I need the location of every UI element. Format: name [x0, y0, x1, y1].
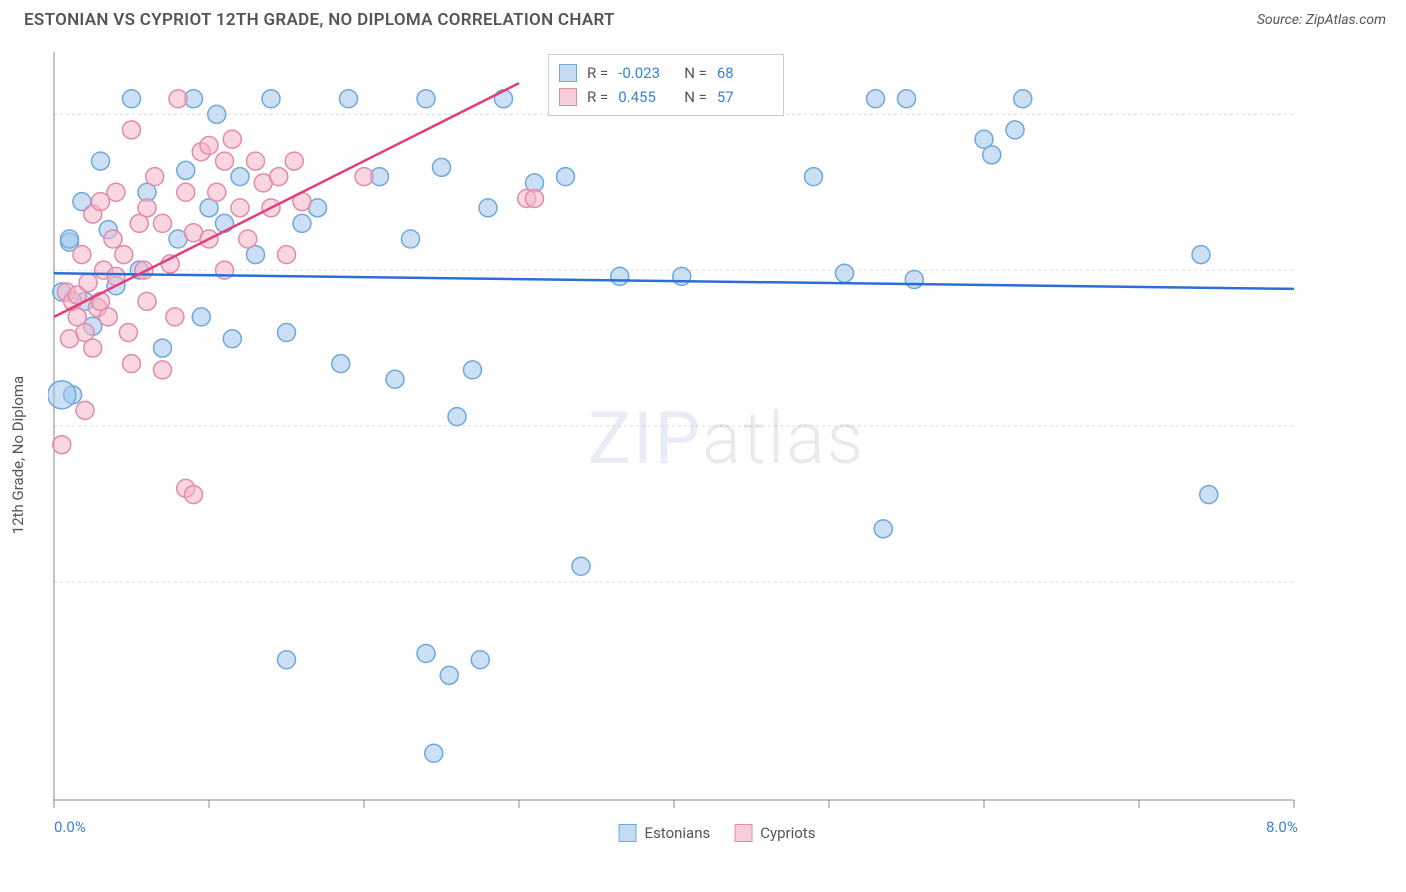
stats-n-value: 57	[717, 88, 773, 106]
legend-swatch	[619, 824, 637, 842]
stats-swatch	[559, 88, 577, 106]
stats-n-value: 68	[717, 64, 773, 82]
stats-legend-box: R = -0.023 N = 68 R = 0.455 N = 57	[548, 54, 784, 116]
stats-row: R = -0.023 N = 68	[559, 61, 773, 85]
chart-title: ESTONIAN VS CYPRIOT 12TH GRADE, NO DIPLO…	[24, 10, 615, 30]
stats-row: R = 0.455 N = 57	[559, 85, 773, 109]
stats-n-label: N =	[684, 88, 707, 106]
stats-r-value: -0.023	[618, 64, 674, 82]
chart-area: 12th Grade, No Diploma 85.0%90.0%95.0%10…	[48, 46, 1386, 846]
x-tick-label: 8.0%	[1266, 818, 1298, 836]
chart-header: ESTONIAN VS CYPRIOT 12TH GRADE, NO DIPLO…	[0, 0, 1406, 40]
legend-label: Estonians	[645, 824, 711, 842]
stats-swatch	[559, 64, 577, 82]
legend-swatch	[734, 824, 752, 842]
series-legend: Estonians Cypriots	[619, 824, 816, 842]
chart-source: Source: ZipAtlas.com	[1257, 12, 1386, 28]
stats-r-label: R =	[587, 64, 608, 82]
stats-r-label: R =	[587, 88, 608, 106]
stats-n-label: N =	[684, 64, 707, 82]
legend-item: Cypriots	[734, 824, 815, 842]
legend-label: Cypriots	[760, 824, 815, 842]
x-tick-label: 0.0%	[54, 818, 86, 836]
y-axis-label: 12th Grade, No Diploma	[9, 376, 27, 534]
legend-item: Estonians	[619, 824, 711, 842]
stats-r-value: 0.455	[618, 88, 674, 106]
scatter-plot-svg	[48, 46, 1386, 846]
